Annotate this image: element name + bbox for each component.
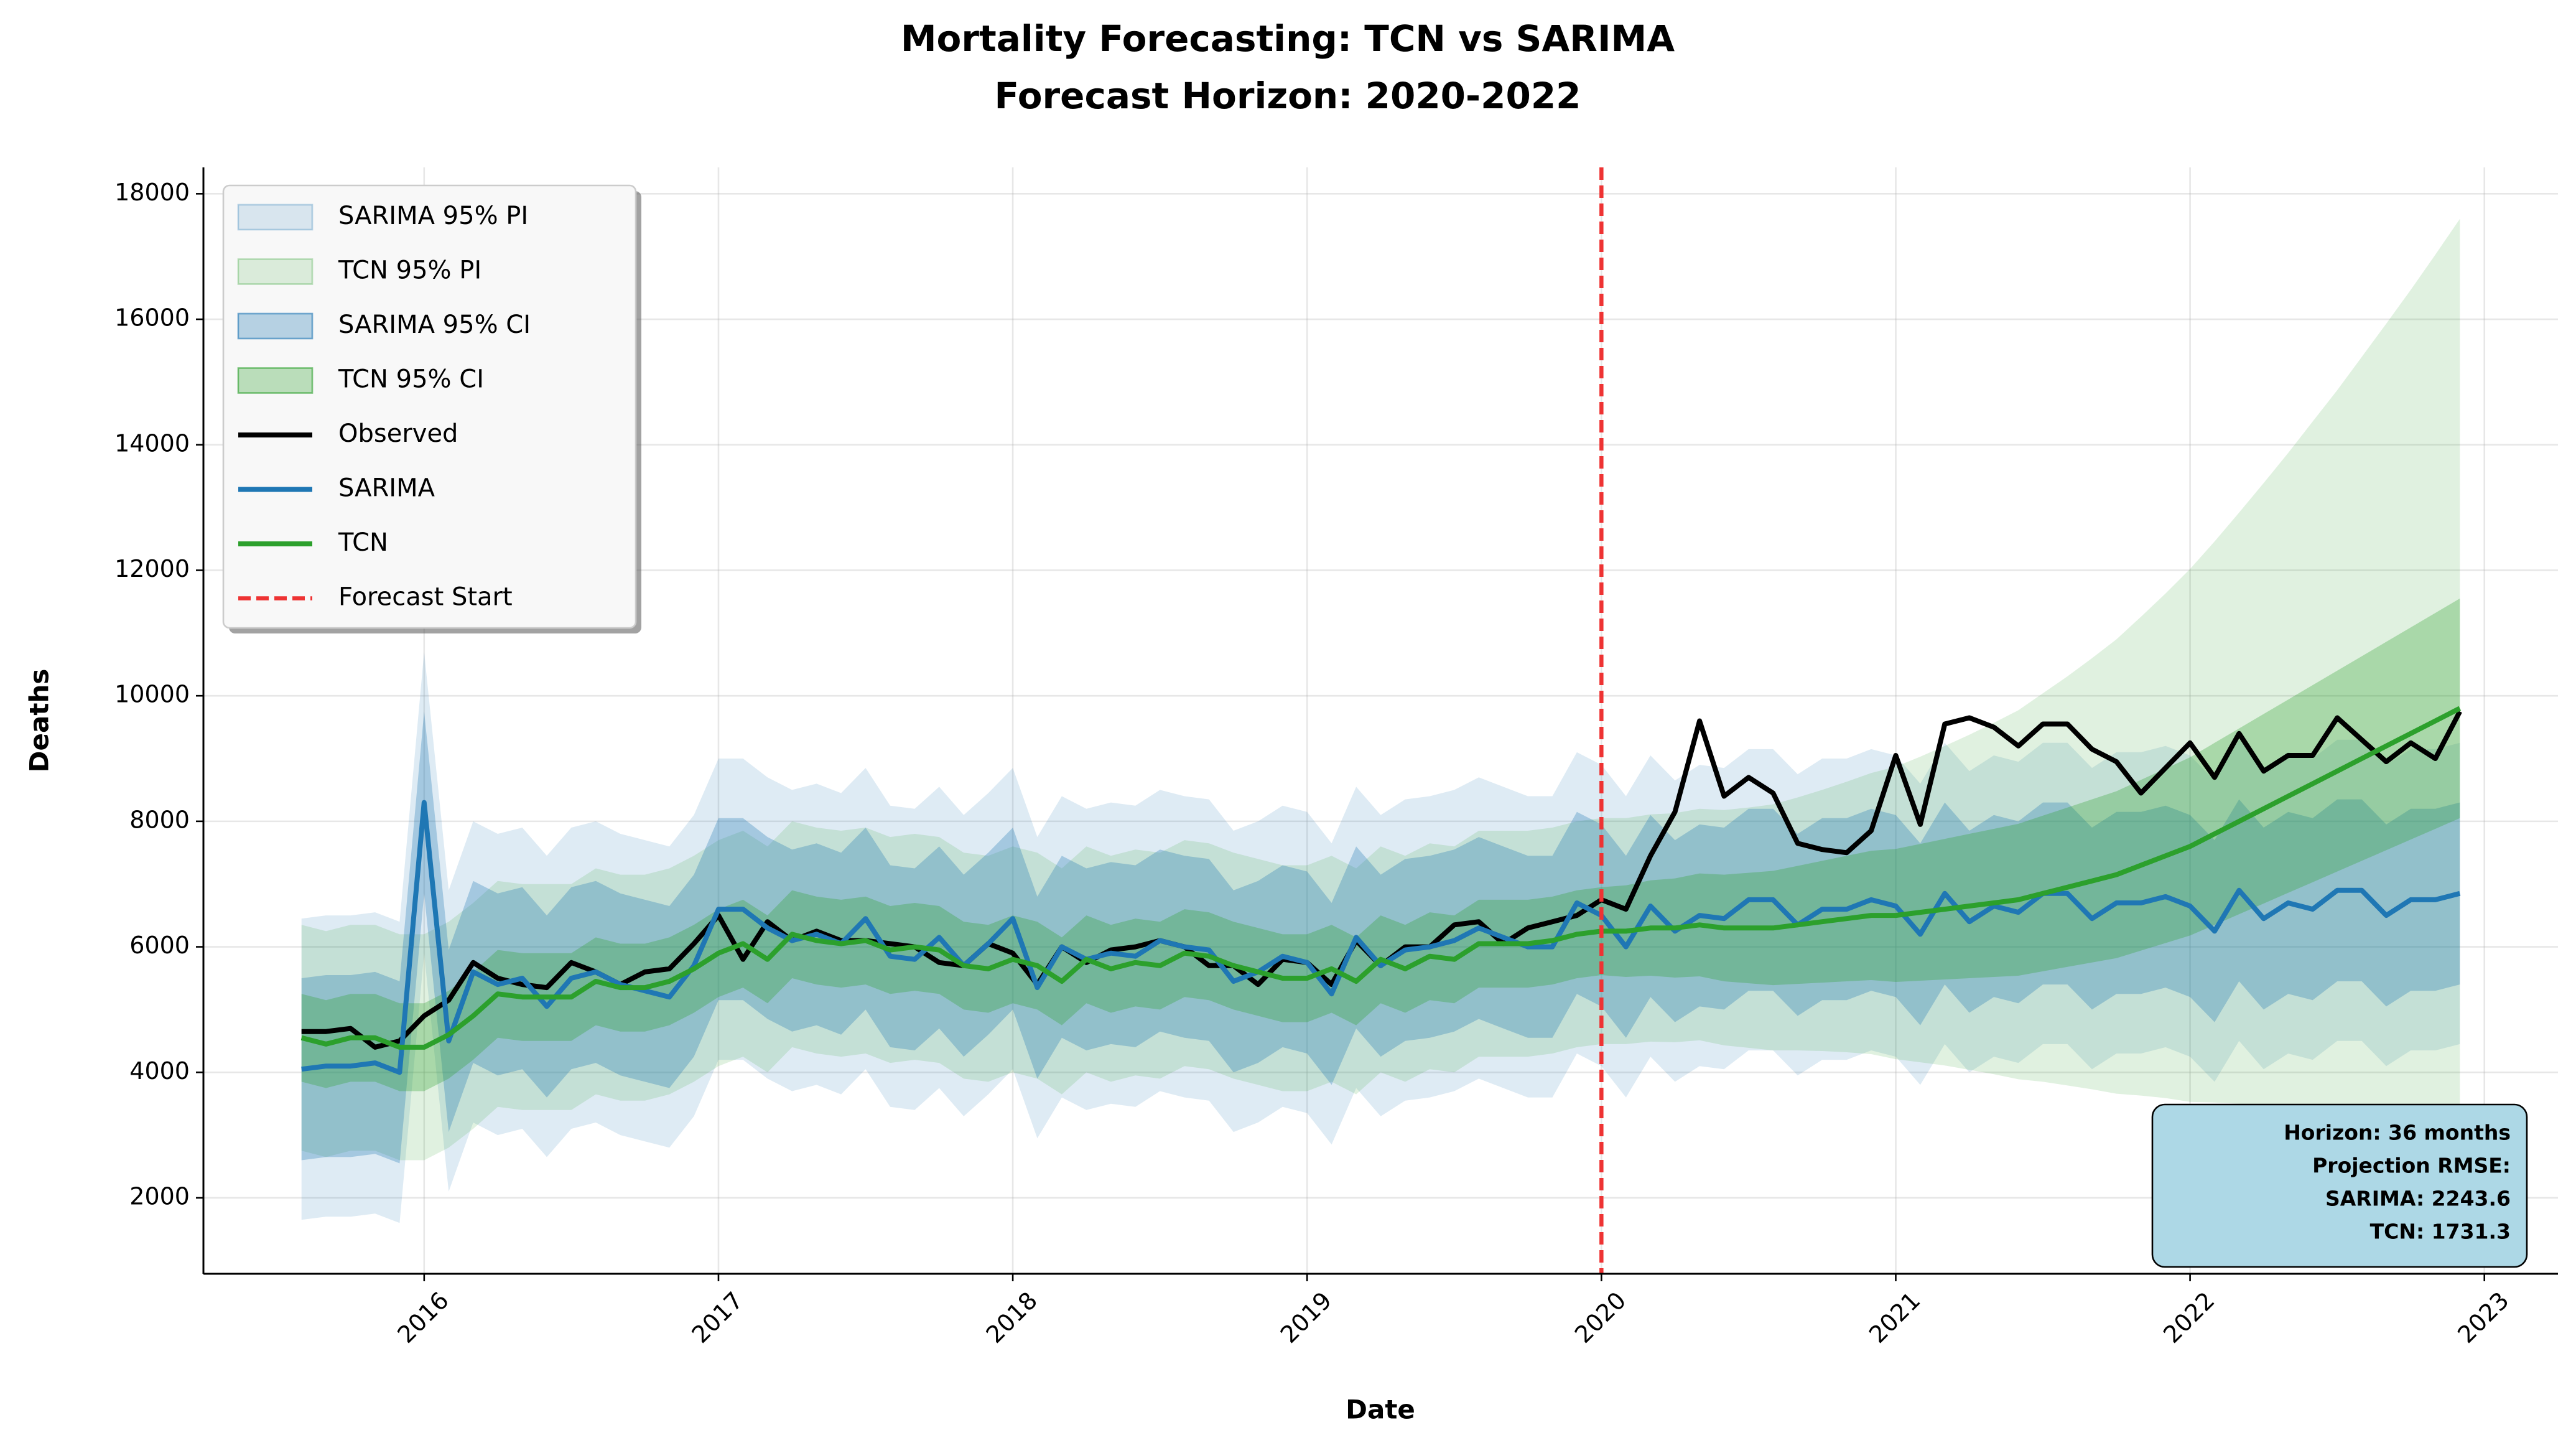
x-tick-label: 2020 [1569,1286,1632,1348]
legend-label: SARIMA [338,474,435,503]
x-axis-label: Date [1346,1395,1415,1425]
x-tick-label: 2016 [392,1286,454,1348]
y-tick-label: 4000 [129,1057,190,1085]
band [301,218,2460,1161]
annotation-text: Projection RMSE: [2312,1154,2511,1178]
legend-swatch [237,367,314,394]
y-tick-label: 14000 [114,429,190,457]
series-line [300,706,2462,1050]
legend-label: SARIMA 95% PI [338,202,528,230]
band [301,711,2460,1164]
y-tick-label: 16000 [114,304,190,332]
annotation-text: Horizon: 36 months [2284,1121,2511,1145]
y-tick-label: 18000 [114,179,190,206]
series-line [301,800,2461,1075]
x-tick-label: 2022 [2158,1286,2220,1348]
band [301,652,2460,1223]
y-tick-label: 8000 [129,806,190,833]
band [301,598,2460,1091]
legend-label: Observed [338,419,458,448]
y-tick-label: 2000 [129,1182,190,1210]
legend-swatch [237,203,314,231]
x-tick-label: 2023 [2452,1286,2514,1348]
x-tick-label: 2019 [1275,1286,1337,1348]
legend-swatch [237,312,314,340]
annotation-text: SARIMA: 2243.6 [2325,1187,2511,1211]
annotation-text: TCN: 1731.3 [2370,1220,2511,1244]
x-tick-label: 2021 [1864,1286,1926,1348]
y-tick-label: 6000 [129,932,190,959]
x-tick-label: 2017 [686,1286,748,1348]
x-tick-label: 2018 [981,1286,1043,1348]
chart-title: Mortality Forecasting: TCN vs SARIMA [901,17,1675,60]
legend-label: SARIMA 95% CI [338,311,531,339]
annotation-box [2151,1103,2528,1268]
legend-label: Forecast Start [338,583,513,612]
legend-label: TCN 95% PI [338,256,481,285]
chart-subtitle: Forecast Horizon: 2020-2022 [994,75,1581,117]
y-axis-label: Deaths [24,669,55,773]
legend-label: TCN [338,528,388,557]
legend [222,184,637,629]
legend-swatch [237,258,314,285]
legend-label: TCN 95% CI [338,365,484,394]
y-tick-label: 12000 [114,555,190,582]
y-tick-label: 10000 [114,681,190,708]
